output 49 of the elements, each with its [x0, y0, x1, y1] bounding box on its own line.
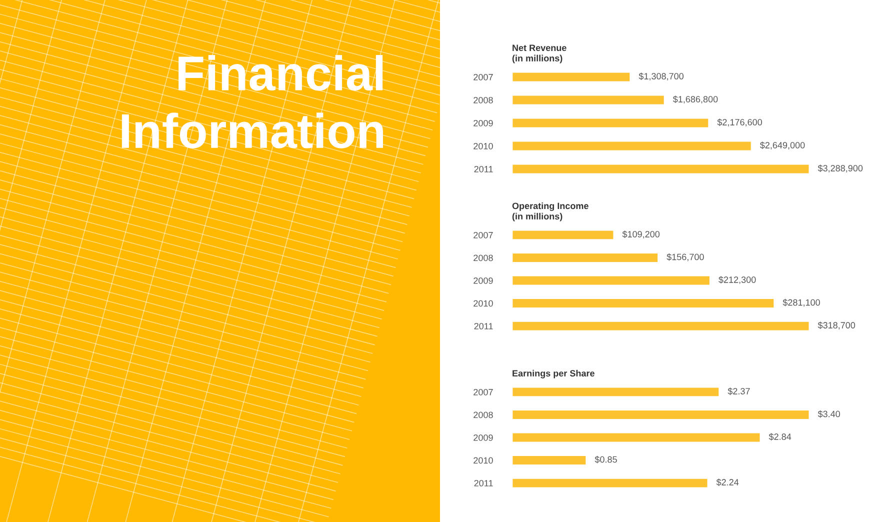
bar [512, 432, 762, 444]
data-label: $109,200 [622, 230, 660, 238]
data-label: $0.85 [594, 456, 617, 464]
data-label: $3,288,900 [818, 164, 863, 172]
data-label: $2,649,000 [760, 142, 805, 150]
chart-title: Operating Income (in millions) [512, 202, 588, 222]
y-tick-label: 2011 [474, 480, 493, 486]
bar [512, 163, 810, 175]
y-tick-label: 2009 [474, 434, 493, 441]
data-label: $156,700 [666, 253, 704, 262]
text: Financial Information [122, 55, 384, 148]
y-tick-label: 2010 [474, 457, 493, 464]
bar [512, 229, 615, 241]
bar [512, 320, 810, 332]
data-label: $2.24 [716, 478, 739, 486]
y-tick-label: 2009 [474, 120, 493, 126]
y-tick-label: 2011 [474, 322, 493, 330]
y-tick-label: 2008 [474, 96, 493, 104]
bar [512, 252, 659, 264]
y-tick-label: 2011 [474, 166, 493, 172]
bar [512, 94, 666, 106]
bar [512, 454, 588, 466]
y-tick-label: 2007 [474, 74, 493, 80]
data-label: $2.84 [768, 433, 792, 440]
data-label: $2.37 [728, 388, 750, 395]
chart-title: Earnings per Share [512, 370, 594, 378]
bar [512, 140, 752, 152]
data-label: $281,100 [782, 298, 820, 307]
bar [512, 71, 632, 83]
bar [512, 274, 711, 286]
bar [512, 409, 810, 420]
y-tick-label: 2008 [474, 254, 493, 262]
y-tick-label: 2007 [474, 232, 493, 238]
data-label: $3.40 [818, 410, 840, 418]
bar [512, 477, 709, 489]
data-label: $318,700 [818, 322, 856, 330]
bar [512, 298, 776, 309]
data-label: $1,686,800 [672, 96, 718, 104]
data-label: $1,308,700 [638, 72, 684, 80]
y-tick-label: 2010 [474, 142, 493, 150]
data-label: $212,300 [718, 276, 756, 284]
bar [512, 117, 710, 129]
y-tick-label: 2009 [474, 277, 493, 284]
bar [512, 386, 720, 398]
y-tick-label: 2007 [474, 388, 493, 396]
y-tick-label: 2010 [474, 300, 493, 307]
data-label: $2,176,600 [717, 118, 762, 126]
y-tick-label: 2008 [474, 412, 493, 418]
chart-title: Net Revenue (in millions) [512, 44, 566, 64]
